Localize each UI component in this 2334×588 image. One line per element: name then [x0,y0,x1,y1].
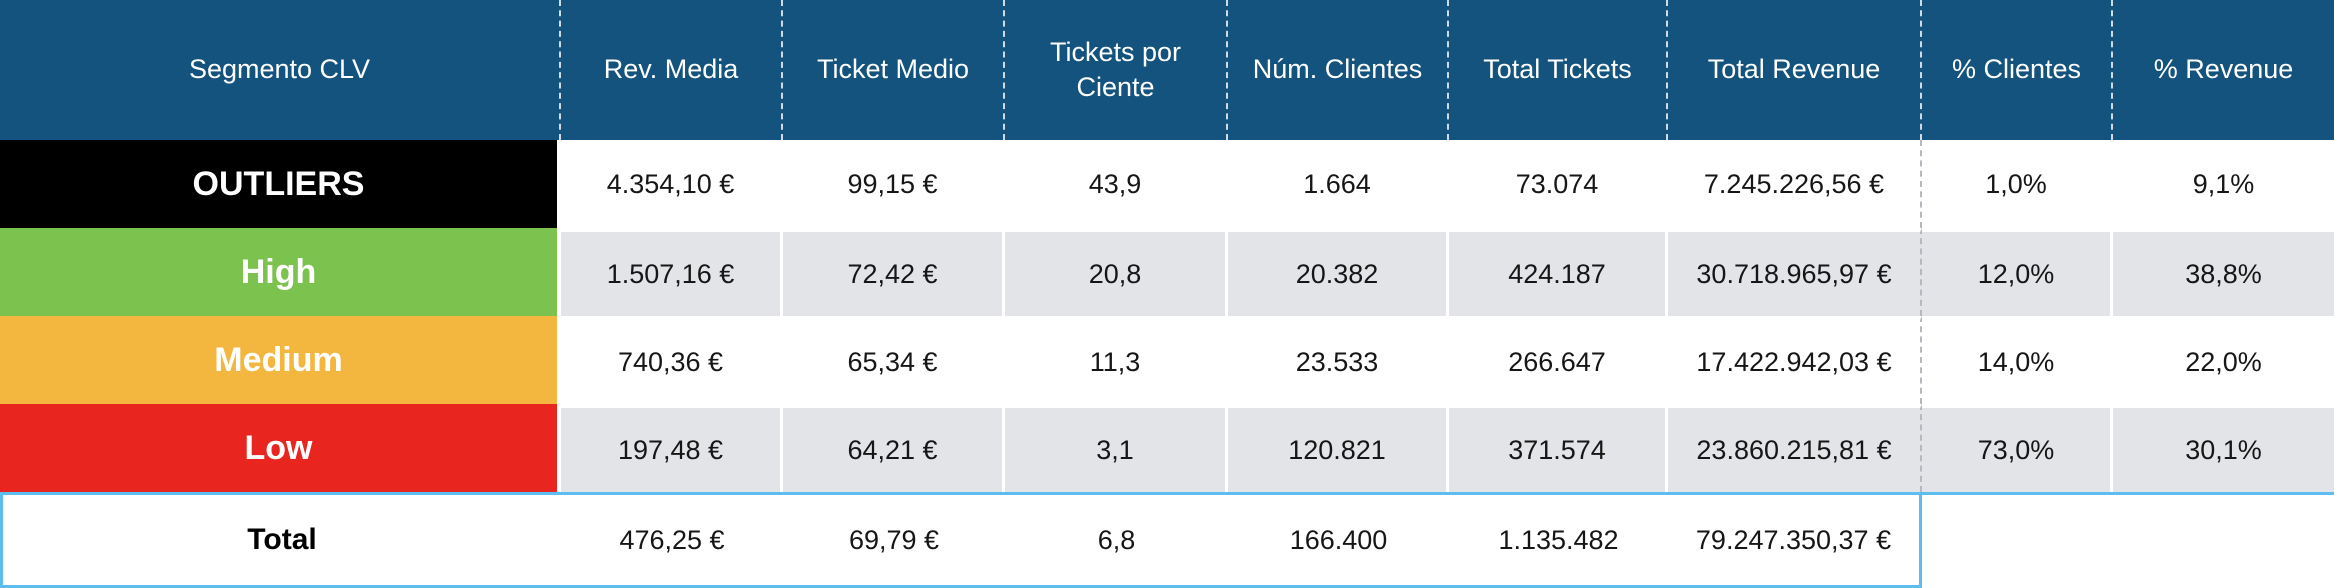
data-cell: 30.718.965,97 € [1668,228,1922,316]
data-cell: 64,21 € [783,404,1005,492]
data-cell: 73.074 [1449,140,1668,228]
header-num-clientes: Núm. Clientes [1228,0,1449,140]
total-cell: 6,8 [1005,492,1228,588]
header-rev-media: Rev. Media [561,0,783,140]
data-cell: 22,0% [2113,316,2334,404]
total-label: Total [0,492,561,588]
header-total-revenue: Total Revenue [1668,0,1922,140]
data-cell: 23.533 [1228,316,1449,404]
data-cell: 72,42 € [783,228,1005,316]
data-cell: 20.382 [1228,228,1449,316]
data-cell: 30,1% [2113,404,2334,492]
header-segmento-clv: Segmento CLV [0,0,561,140]
data-cell: 1.664 [1228,140,1449,228]
data-cell: 424.187 [1449,228,1668,316]
data-cell: 43,9 [1005,140,1228,228]
total-cell: 1.135.482 [1449,492,1668,588]
total-cell: 166.400 [1228,492,1449,588]
data-cell: 197,48 € [561,404,783,492]
data-cell: 12,0% [1922,228,2113,316]
data-cell: 371.574 [1449,404,1668,492]
data-cell: 120.821 [1228,404,1449,492]
data-cell: 3,1 [1005,404,1228,492]
data-cell: 740,36 € [561,316,783,404]
segment-cell-medium: Medium [0,316,561,404]
total-cell [1922,492,2113,588]
data-cell: 65,34 € [783,316,1005,404]
segment-cell-outliers: OUTLIERS [0,140,561,228]
data-cell: 266.647 [1449,316,1668,404]
total-cell: 79.247.350,37 € [1668,492,1922,588]
data-cell: 4.354,10 € [561,140,783,228]
data-cell: 14,0% [1922,316,2113,404]
data-cell: 20,8 [1005,228,1228,316]
data-cell: 9,1% [2113,140,2334,228]
data-cell: 7.245.226,56 € [1668,140,1922,228]
data-cell: 1.507,16 € [561,228,783,316]
total-cell: 69,79 € [783,492,1005,588]
header-pct-revenue: % Revenue [2113,0,2334,140]
header-pct-clientes: % Clientes [1922,0,2113,140]
total-cell [2113,492,2334,588]
header-ticket-medio: Ticket Medio [783,0,1005,140]
data-cell: 73,0% [1922,404,2113,492]
data-cell: 11,3 [1005,316,1228,404]
data-cell: 99,15 € [783,140,1005,228]
data-cell: 1,0% [1922,140,2113,228]
data-cell: 23.860.215,81 € [1668,404,1922,492]
total-cell: 476,25 € [561,492,783,588]
data-cell: 38,8% [2113,228,2334,316]
header-total-tickets: Total Tickets [1449,0,1668,140]
header-tickets-por-ciente: Tickets por Ciente [1005,0,1228,140]
segment-cell-high: High [0,228,561,316]
segment-cell-low: Low [0,404,561,492]
data-cell: 17.422.942,03 € [1668,316,1922,404]
